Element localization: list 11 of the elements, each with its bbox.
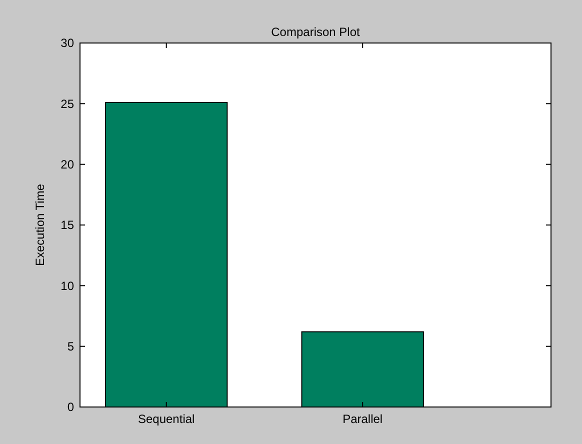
y-tick-label: 20 bbox=[60, 158, 74, 172]
y-tick-label: 30 bbox=[60, 36, 74, 50]
y-tick-label: 25 bbox=[60, 96, 74, 111]
y-tick-label: 0 bbox=[67, 400, 74, 414]
x-tick-label: Sequential bbox=[138, 412, 195, 426]
y-tick-label: 15 bbox=[60, 218, 74, 232]
x-tick-label: Parallel bbox=[342, 412, 383, 426]
y-axis-title: Execution Time bbox=[33, 184, 47, 266]
chart-title: Comparison Plot bbox=[271, 25, 361, 39]
y-tick-label: 5 bbox=[67, 340, 74, 354]
y-tick-label: 10 bbox=[60, 278, 74, 293]
